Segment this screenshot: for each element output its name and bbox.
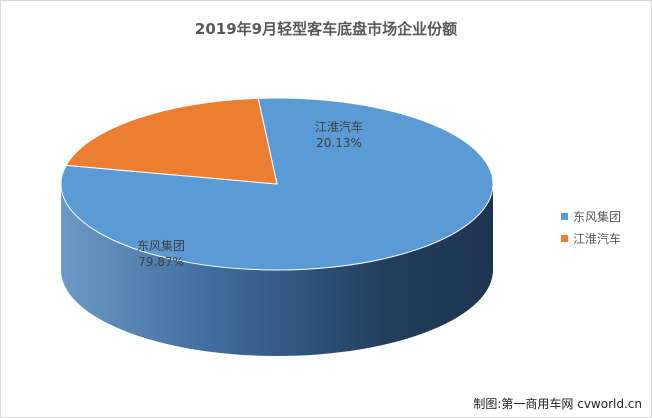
- chart-title: 2019年9月轻型客车底盘市场企业份额: [194, 20, 458, 38]
- legend-item-jianghuai: 江淮汽车: [561, 227, 621, 249]
- legend-label: 东风集团: [573, 209, 622, 224]
- data-label-dongfeng: 东风集团 79.87%: [126, 238, 196, 270]
- pie-top: [60, 97, 494, 271]
- pie-slice-jianghuai: [65, 97, 278, 185]
- legend-swatch: [561, 234, 568, 242]
- credit-text: 制图:第一商用车网 cvworld.cn: [473, 397, 642, 411]
- data-label-name: 东风集团: [136, 239, 185, 253]
- legend-label: 江淮汽车: [573, 231, 622, 246]
- data-label-name: 江淮汽车: [314, 120, 363, 134]
- legend-swatch: [561, 212, 568, 220]
- data-label-jianghuai: 江淮汽车 20.13%: [304, 119, 374, 151]
- legend: 东风集团 江淮汽车: [561, 205, 621, 249]
- data-label-value: 20.13%: [316, 136, 362, 150]
- legend-item-dongfeng: 东风集团: [561, 205, 621, 227]
- data-label-value: 79.87%: [138, 255, 184, 269]
